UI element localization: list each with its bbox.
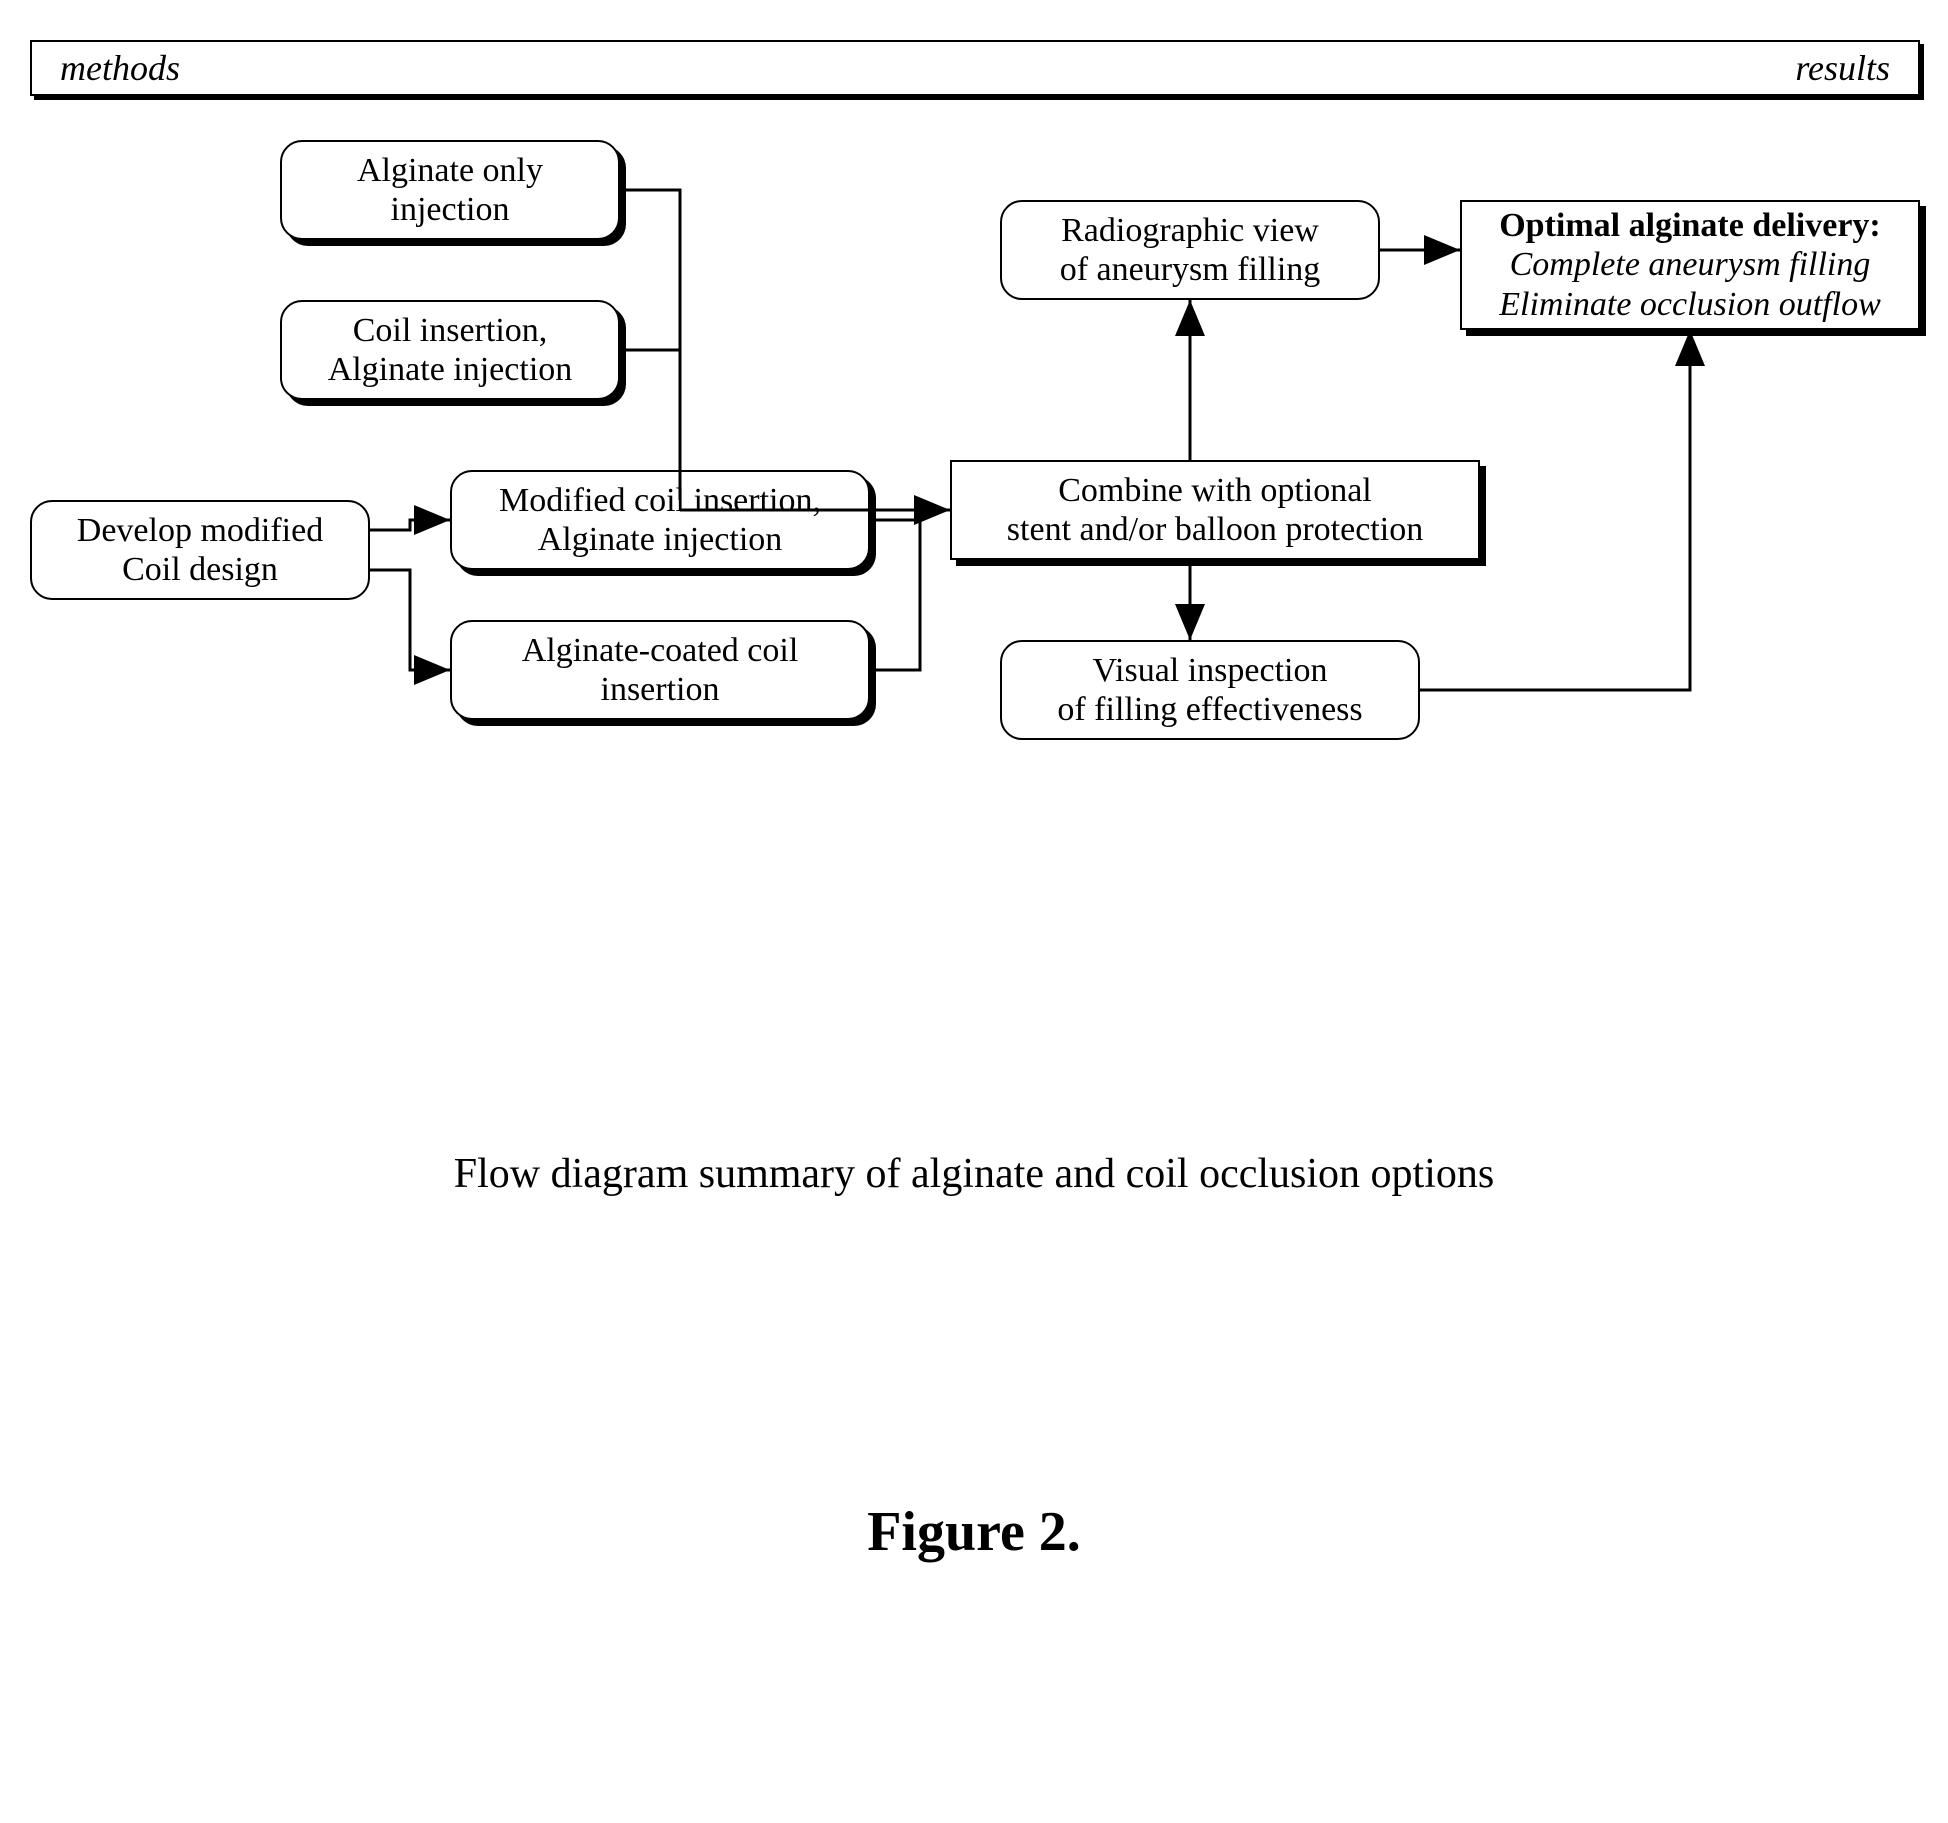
flow-diagram: methods results Alginate only injection … — [0, 0, 1948, 1823]
node-coil-insertion: Coil insertion, Alginate injection — [280, 300, 620, 400]
node-text: insertion — [601, 670, 720, 709]
node-text: Visual inspection — [1093, 651, 1328, 690]
header-left: methods — [60, 47, 180, 89]
header-right: results — [1795, 47, 1890, 89]
node-alginate-coated: Alginate-coated coil insertion — [450, 620, 870, 720]
node-modified-coil: Modified coil insertion, Alginate inject… — [450, 470, 870, 570]
node-text: Combine with optional — [1058, 471, 1372, 510]
node-text: stent and/or balloon protection — [1007, 510, 1423, 549]
node-text: injection — [391, 190, 510, 229]
node-text: Eliminate occlusion outflow — [1499, 285, 1881, 324]
node-text: Alginate only — [357, 151, 543, 190]
node-develop-coil: Develop modified Coil design — [30, 500, 370, 600]
node-optimal-delivery: Optimal alginate delivery: Complete aneu… — [1460, 200, 1920, 330]
node-text: Alginate-coated coil — [522, 631, 799, 670]
header-bar: methods results — [30, 40, 1920, 96]
diagram-caption: Flow diagram summary of alginate and coi… — [0, 1150, 1948, 1198]
node-combine: Combine with optional stent and/or ballo… — [950, 460, 1480, 560]
node-text: Modified coil insertion, — [499, 481, 821, 520]
node-title: Optimal alginate delivery: — [1499, 206, 1881, 245]
node-text: Alginate injection — [538, 520, 783, 559]
node-radiographic: Radiographic view of aneurysm filling — [1000, 200, 1380, 300]
node-visual-inspection: Visual inspection of filling effectivene… — [1000, 640, 1420, 740]
node-text: of filling effectiveness — [1057, 690, 1362, 729]
node-text: Coil insertion, — [353, 311, 548, 350]
node-text: Alginate injection — [328, 350, 573, 389]
figure-label: Figure 2. — [0, 1500, 1948, 1564]
node-text: Complete aneurysm filling — [1510, 245, 1871, 284]
node-text: of aneurysm filling — [1060, 250, 1321, 289]
node-alginate-only: Alginate only injection — [280, 140, 620, 240]
node-text: Radiographic view — [1061, 211, 1319, 250]
node-text: Coil design — [122, 550, 278, 589]
node-text: Develop modified — [77, 511, 323, 550]
